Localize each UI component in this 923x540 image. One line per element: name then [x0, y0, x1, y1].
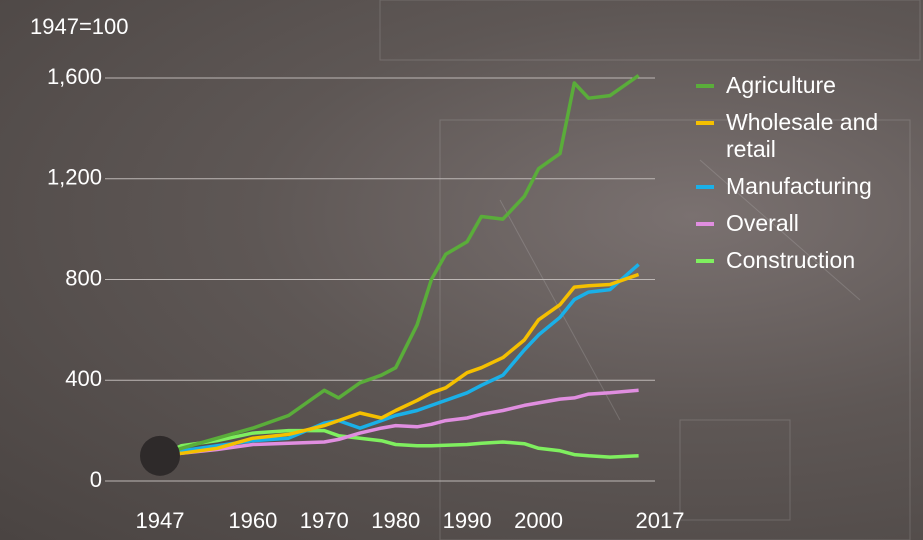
legend-item: Construction	[696, 247, 901, 274]
y-tick-label: 800	[65, 265, 102, 290]
legend-item: Agriculture	[696, 72, 901, 99]
legend-item: Wholesale and retail	[696, 109, 901, 163]
y-tick-label: 1,200	[47, 165, 102, 190]
y-tick-label: 0	[90, 467, 102, 492]
legend-label: Manufacturing	[726, 173, 872, 200]
y-axis-title: 1947=100	[30, 14, 129, 39]
legend-label: Overall	[726, 210, 799, 237]
base-point	[140, 436, 180, 476]
x-tick-label: 1960	[228, 508, 277, 533]
legend-swatch	[696, 121, 714, 125]
legend-swatch	[696, 185, 714, 189]
y-tick-label: 400	[65, 366, 102, 391]
legend-label: Agriculture	[726, 72, 836, 99]
x-tick-label: 1980	[371, 508, 420, 533]
x-tick-label: 1947	[136, 508, 185, 533]
x-tick-label: 1970	[300, 508, 349, 533]
legend: Agriculture Wholesale and retail Manufactu…	[696, 72, 901, 284]
legend-item: Overall	[696, 210, 901, 237]
x-tick-label: 1990	[443, 508, 492, 533]
x-tick-label: 2017	[636, 508, 685, 533]
legend-swatch	[696, 222, 714, 226]
legend-item: Manufacturing	[696, 173, 901, 200]
legend-swatch	[696, 259, 714, 263]
screen: 1947=100 0 400 800 1,200 1,600 1947 1960 1970 19…	[0, 0, 923, 540]
x-tick-label: 2000	[514, 508, 563, 533]
series-line	[160, 275, 639, 456]
legend-swatch	[696, 84, 714, 88]
legend-label: Wholesale and retail	[726, 109, 901, 163]
y-tick-label: 1,600	[47, 64, 102, 89]
legend-label: Construction	[726, 247, 855, 274]
